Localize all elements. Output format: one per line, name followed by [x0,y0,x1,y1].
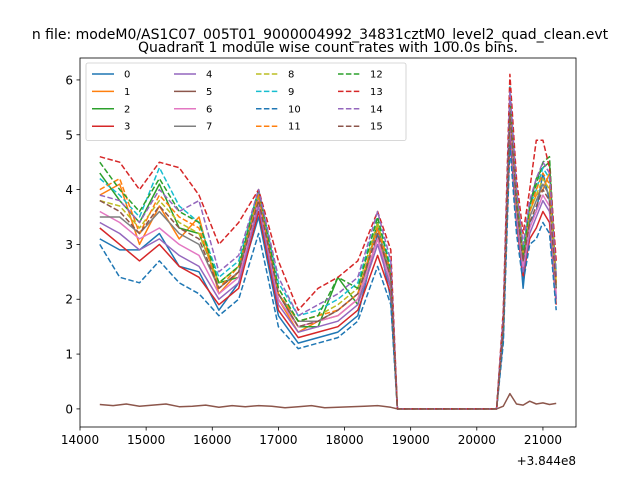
legend-label-2: 2 [124,104,130,115]
x-tick-label: 15000 [127,433,165,447]
figure-suptitle: n file: modeM0/AS1C07_005T01_9000004992_… [32,27,609,43]
series-line-8 [99,95,557,410]
y-tick-label: 0 [65,402,73,416]
x-tick-label: 19000 [392,433,430,447]
legend-label-12: 12 [370,70,383,81]
series-line-14 [99,90,557,410]
x-tick-label: 17000 [259,433,297,447]
x-tick-label: 20000 [458,433,496,447]
legend-label-0: 0 [124,70,130,81]
series-line-4 [99,123,557,410]
y-tick-label: 1 [65,348,73,362]
ticks-layer: 14000 15000 16000 17000 18000 19000 20000 21000… [61,73,562,447]
y-tick-label: 6 [65,73,73,87]
series-line-6 [99,112,557,410]
legend-label-10: 10 [288,104,301,115]
x-tick-label: 18000 [325,433,363,447]
legend-box [85,62,407,141]
x-offset-label: +3.844e8 [517,454,576,468]
series-line-3 [99,134,557,410]
legend-label-11: 11 [288,122,301,133]
legend-label-5: 5 [206,87,212,98]
series-line-10 [99,144,557,410]
chart-title: Quadrant 1 module wise count rates with … [138,40,518,56]
y-tick-label: 4 [65,183,73,197]
series-line-12 [99,101,557,410]
series-line-5 [99,392,557,410]
legend-label-1: 1 [124,87,130,98]
y-tick-label: 3 [65,238,73,252]
series-layer [99,73,557,410]
legend-label-8: 8 [288,70,294,81]
series-line-15 [99,112,557,410]
x-tick-label: 16000 [193,433,231,447]
x-tick-label: 14000 [61,433,99,447]
legend-label-6: 6 [206,104,212,115]
legend-label-4: 4 [206,70,212,81]
legend-label-7: 7 [206,122,212,133]
legend-label-13: 13 [370,87,383,98]
x-tick-label: 21000 [524,433,562,447]
axes-frame [79,57,577,428]
y-tick-label: 2 [65,293,73,307]
legend-label-9: 9 [288,87,294,98]
series-line-13 [99,73,557,410]
legend-label-14: 14 [370,104,383,115]
y-tick-label: 5 [65,128,73,142]
legend-label-3: 3 [124,122,130,133]
legend-label-15: 15 [370,122,383,133]
